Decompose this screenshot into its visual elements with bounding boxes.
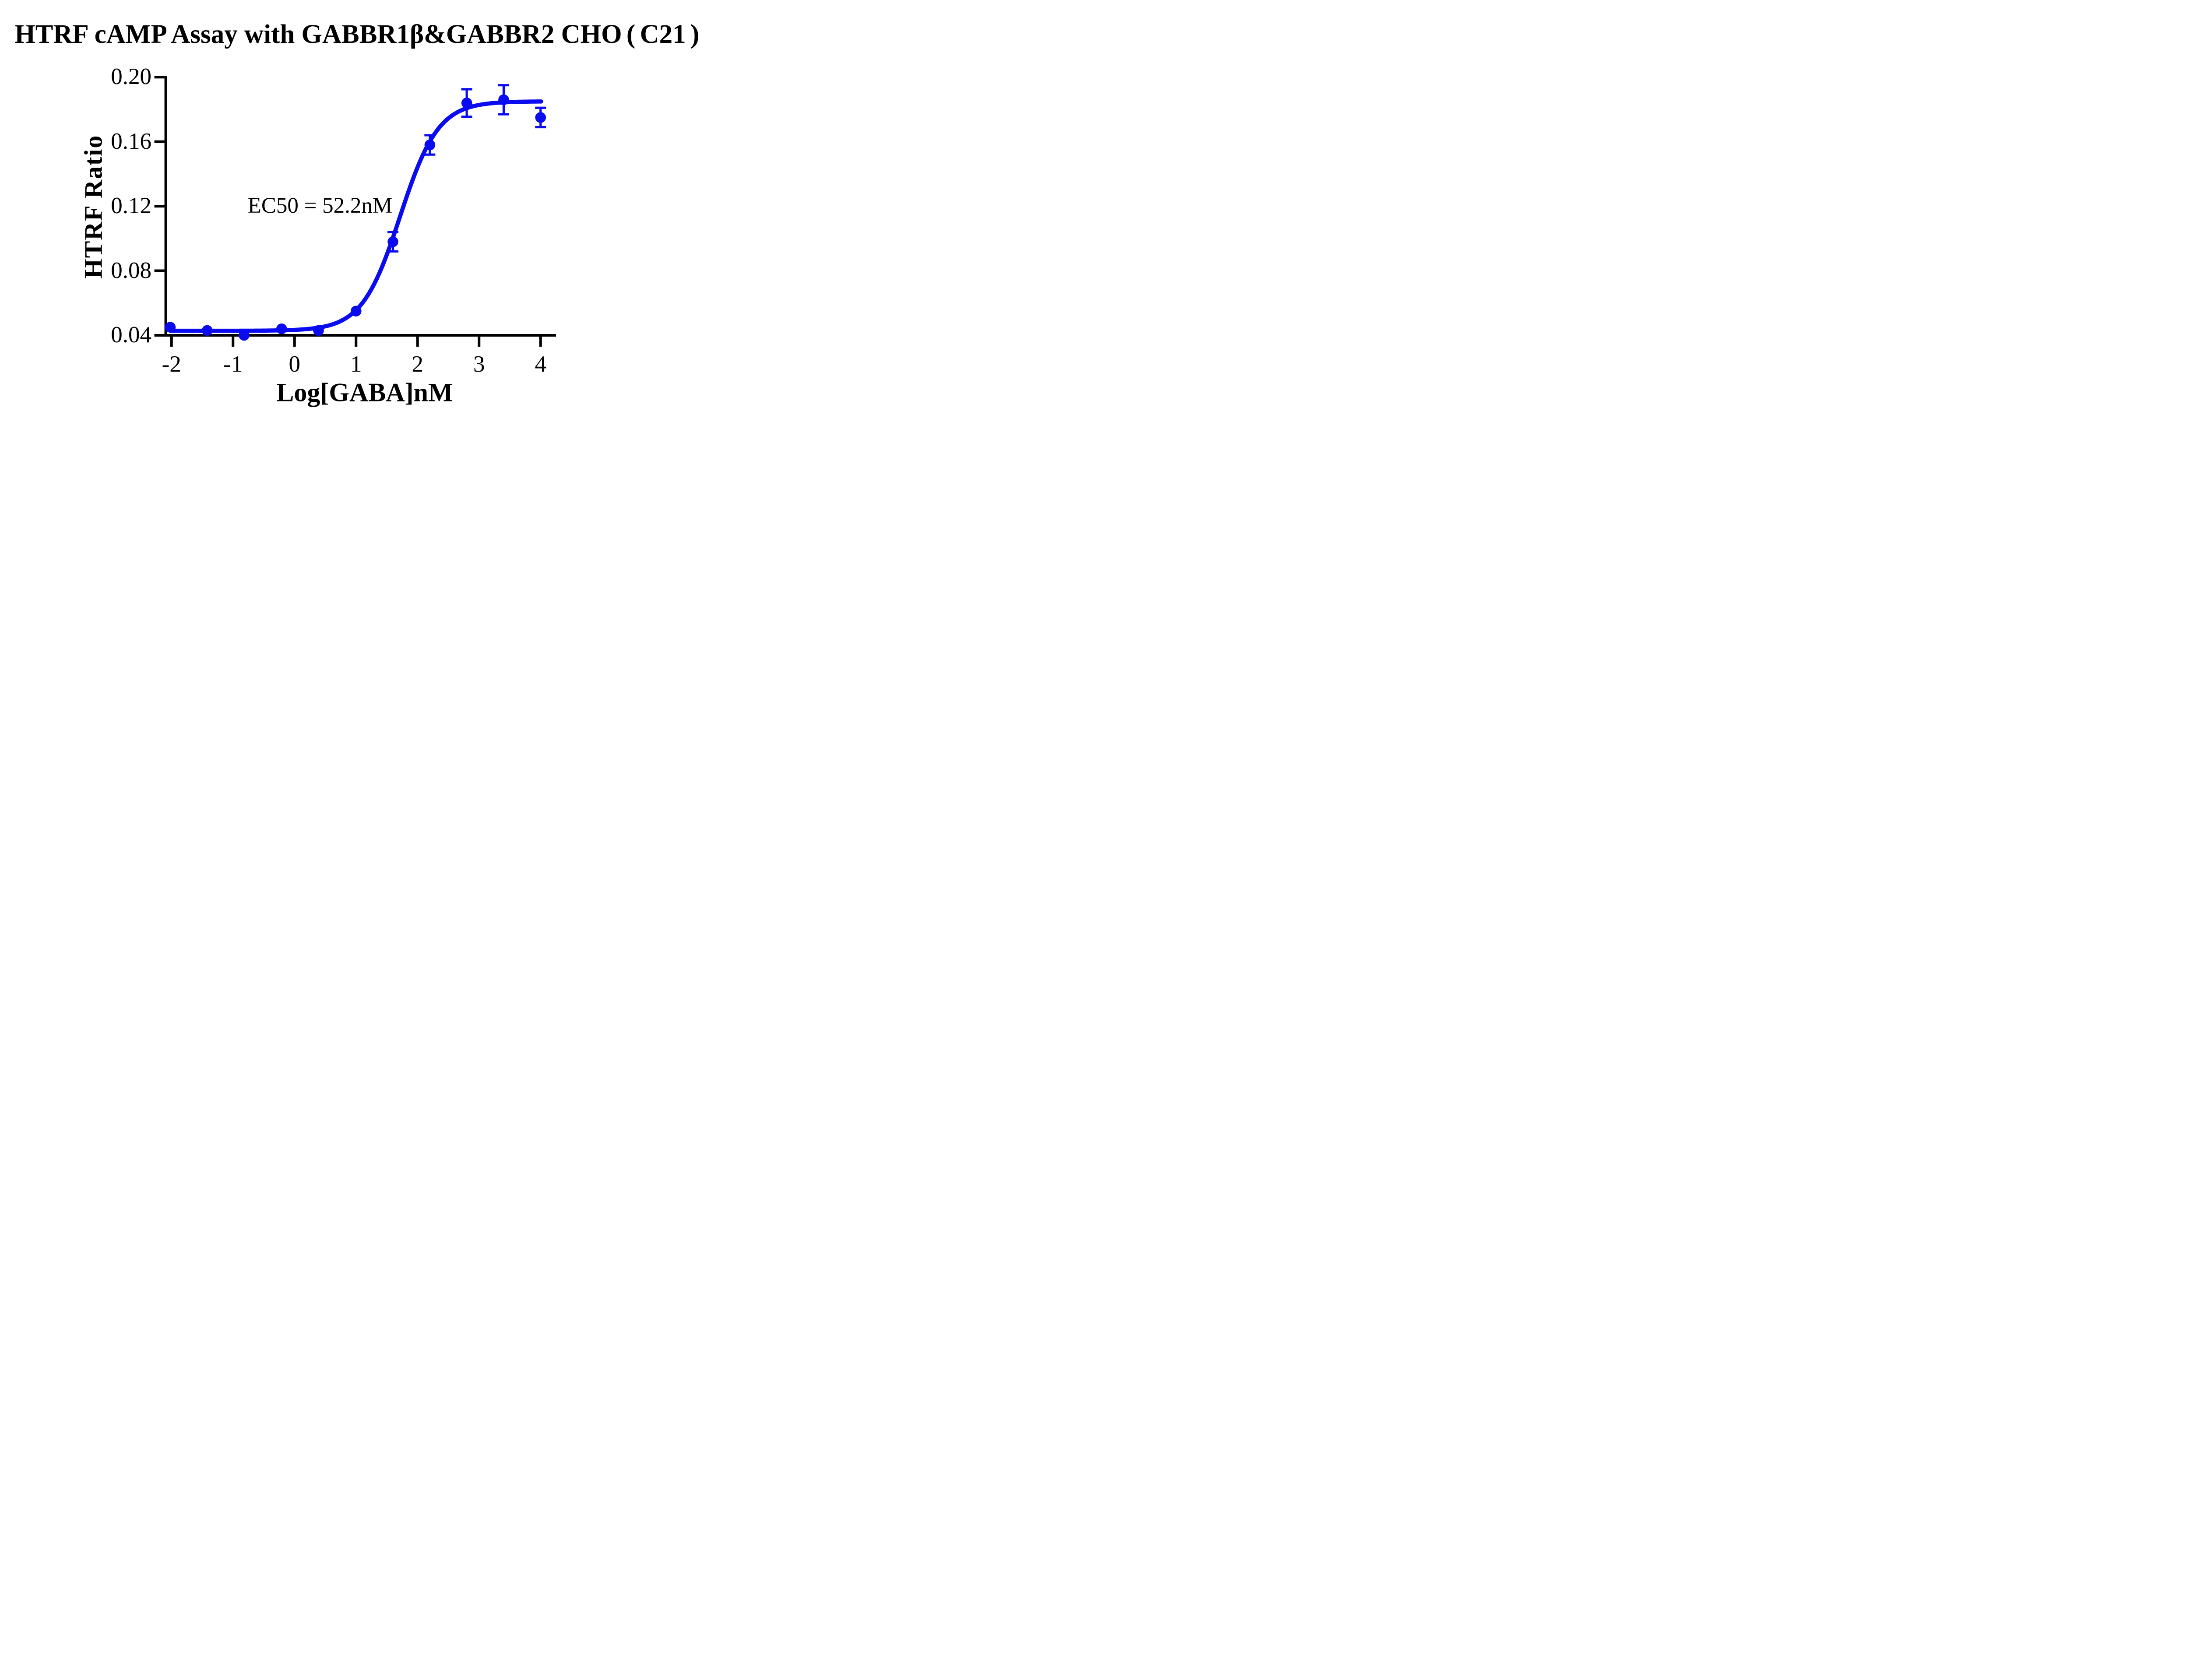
chart-title: HTRF cAMP Assay with GABBR1β&GABBR2 CHO(…: [0, 19, 718, 50]
y-tick-label: 0.08: [111, 257, 151, 283]
x-tick-label: -2: [162, 351, 181, 377]
data-point: [424, 139, 436, 151]
data-point: [313, 325, 324, 336]
data-point: [461, 97, 472, 109]
data-point: [276, 323, 287, 334]
x-tick-label: -1: [223, 351, 243, 377]
x-tick-label: 4: [535, 351, 547, 377]
x-axis-title: Log[GABA]nM: [276, 378, 453, 407]
y-tick-label: 0.16: [111, 128, 151, 154]
fullwidth-paren-close: ): [690, 20, 700, 49]
data-point: [350, 306, 362, 317]
dose-response-figure: HTRF cAMP Assay with GABBR1β&GABBR2 CHO(…: [0, 0, 718, 420]
data-point: [165, 322, 176, 333]
y-tick-label: 0.12: [111, 193, 151, 219]
x-tick-label: 1: [350, 351, 362, 377]
y-tick-label: 0.04: [111, 322, 151, 348]
x-tick-label: 0: [289, 351, 301, 377]
x-tick-label: 3: [473, 351, 485, 377]
y-tick-label: 0.20: [111, 64, 151, 90]
plot-canvas: [154, 76, 556, 347]
data-point: [535, 112, 546, 123]
ec50-annotation: EC50 = 52.2nM: [247, 193, 393, 218]
data-point: [239, 330, 250, 341]
fullwidth-paren-open: (: [626, 20, 636, 49]
data-point: [201, 325, 213, 336]
data-point: [387, 236, 398, 247]
data-point: [498, 94, 509, 105]
x-tick-label: 2: [412, 351, 424, 377]
